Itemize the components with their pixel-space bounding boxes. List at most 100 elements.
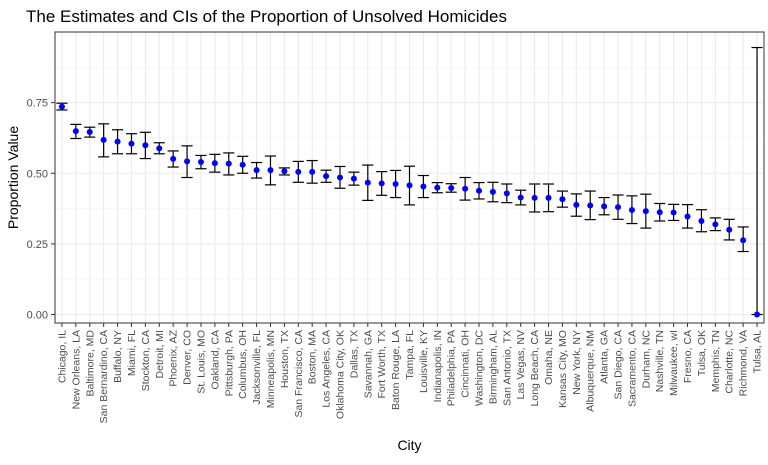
estimate-point xyxy=(323,173,330,180)
estimate-point xyxy=(628,206,635,213)
x-tick-label: Nashville, TN xyxy=(654,330,666,392)
x-tick-label: Stockton, CA xyxy=(140,330,152,391)
estimate-point xyxy=(601,203,608,210)
x-tick-label: Phoenix, AZ xyxy=(168,329,180,386)
estimate-point xyxy=(336,174,343,181)
x-tick-label: San Diego, CA xyxy=(613,330,625,399)
x-tick-label: Boston, MA xyxy=(307,330,319,384)
estimate-point xyxy=(392,180,399,187)
estimate-point xyxy=(378,180,385,187)
chart-title: The Estimates and CIs of the Proportion … xyxy=(26,7,507,26)
x-tick-label: St. Louis, MO xyxy=(195,330,207,394)
x-tick-label: Baltimore, MD xyxy=(84,330,96,397)
estimate-point xyxy=(156,145,163,152)
estimate-point xyxy=(503,190,510,197)
estimate-point xyxy=(281,168,288,175)
estimate-point xyxy=(170,155,177,162)
estimate-point xyxy=(740,237,747,244)
y-tick-label: 0.25 xyxy=(27,239,48,251)
x-tick-label: Tulsa, OK xyxy=(696,330,708,376)
estimate-point xyxy=(420,183,427,190)
estimate-point xyxy=(726,226,733,233)
x-tick-label: Milwaukee, wI xyxy=(668,330,680,396)
estimate-point xyxy=(559,196,566,203)
estimate-point xyxy=(142,142,149,149)
x-tick-label: Jacksonville, FL xyxy=(251,330,263,405)
x-tick-label: Baton Rouge, LA xyxy=(390,330,402,410)
x-tick-label: Miami, FL xyxy=(126,330,138,376)
x-tick-label: Houston, TX xyxy=(279,330,291,388)
estimate-point xyxy=(517,194,524,201)
x-tick-label: Omaha, NE xyxy=(543,330,555,385)
x-tick-label: Long Beach, CA xyxy=(529,330,541,406)
estimate-point xyxy=(489,188,496,195)
x-tick-label: Oklahoma City, OK xyxy=(334,330,346,419)
estimate-point xyxy=(197,158,204,165)
estimate-point xyxy=(406,182,413,189)
estimate-point xyxy=(712,221,719,228)
x-tick-label: Columbus, OH xyxy=(237,330,249,399)
x-tick-label: Los Angeles, CA xyxy=(321,330,333,408)
estimate-point xyxy=(587,202,594,209)
estimate-point xyxy=(114,138,121,145)
errorbar xyxy=(751,46,763,316)
estimate-point xyxy=(58,103,65,110)
estimate-point xyxy=(309,168,316,175)
estimate-point xyxy=(239,161,246,168)
estimate-point xyxy=(684,213,691,220)
estimate-point xyxy=(698,218,705,225)
estimate-point xyxy=(128,140,135,147)
x-tick-label: Indianapolis, IN xyxy=(432,330,444,402)
estimate-point xyxy=(100,136,107,143)
x-tick-label: Dallas, TX xyxy=(348,330,360,378)
estimate-point xyxy=(531,194,538,201)
estimate-point xyxy=(72,128,79,135)
estimate-point xyxy=(211,160,218,167)
x-tick-label: Washington, DC xyxy=(474,330,486,406)
grid xyxy=(55,32,764,323)
x-tick-label: Savannah, GA xyxy=(362,330,374,398)
x-tick-label: Fresno, CA xyxy=(682,330,694,383)
x-axis: Chicago, IL New Orleans, LA Baltimore, MD S… xyxy=(56,323,764,423)
estimate-point xyxy=(350,175,357,182)
x-tick-label: Charlotte, NC xyxy=(724,330,736,394)
estimate-point xyxy=(86,129,93,136)
x-tick-label: Durham, NC xyxy=(640,330,652,389)
y-tick-label: 0.00 xyxy=(27,310,48,322)
estimate-point xyxy=(267,167,274,174)
y-tick-label: 0.75 xyxy=(27,98,48,110)
x-tick-label: Kansas City, MO xyxy=(557,330,569,408)
x-tick-label: Buffalo, NY xyxy=(112,330,124,383)
estimate-point xyxy=(448,184,455,191)
estimate-point xyxy=(364,179,371,186)
x-tick-label: Tulsa, AL xyxy=(752,330,764,374)
estimate-point xyxy=(253,167,260,174)
estimate-point xyxy=(656,209,663,216)
x-tick-label: Memphis, TN xyxy=(710,330,722,392)
estimate-point xyxy=(642,208,649,215)
estimate-point xyxy=(476,187,483,194)
x-tick-label: New Orleans, LA xyxy=(70,330,82,409)
estimate-point xyxy=(670,209,677,216)
estimate-point xyxy=(434,184,441,191)
x-tick-label: New York, NY xyxy=(571,330,583,395)
x-tick-label: Atlanta, GA xyxy=(599,330,611,384)
x-tick-label: Fort Worth, TX xyxy=(376,330,388,398)
x-tick-label: Pittsburgh, PA xyxy=(223,330,235,396)
x-tick-label: Denver, CO xyxy=(182,330,194,385)
x-tick-label: Las Vegas, NV xyxy=(515,330,527,399)
x-axis-title: City xyxy=(397,437,421,453)
x-tick-label: Cincinnati, OH xyxy=(460,330,472,398)
x-tick-label: Louisville, KY xyxy=(418,330,430,393)
estimate-point xyxy=(754,311,761,318)
estimate-point xyxy=(615,204,622,211)
x-tick-label: Birmingham, AL xyxy=(487,330,499,404)
estimate-point xyxy=(295,168,302,175)
x-tick-label: San Antonio, TX xyxy=(501,330,513,406)
x-tick-label: Richmond, VA xyxy=(738,330,750,396)
x-tick-label: Detroit, MI xyxy=(154,330,166,378)
x-tick-label: Philadelphia, PA xyxy=(446,330,458,406)
x-tick-label: Albuquerque, NM xyxy=(585,330,597,412)
